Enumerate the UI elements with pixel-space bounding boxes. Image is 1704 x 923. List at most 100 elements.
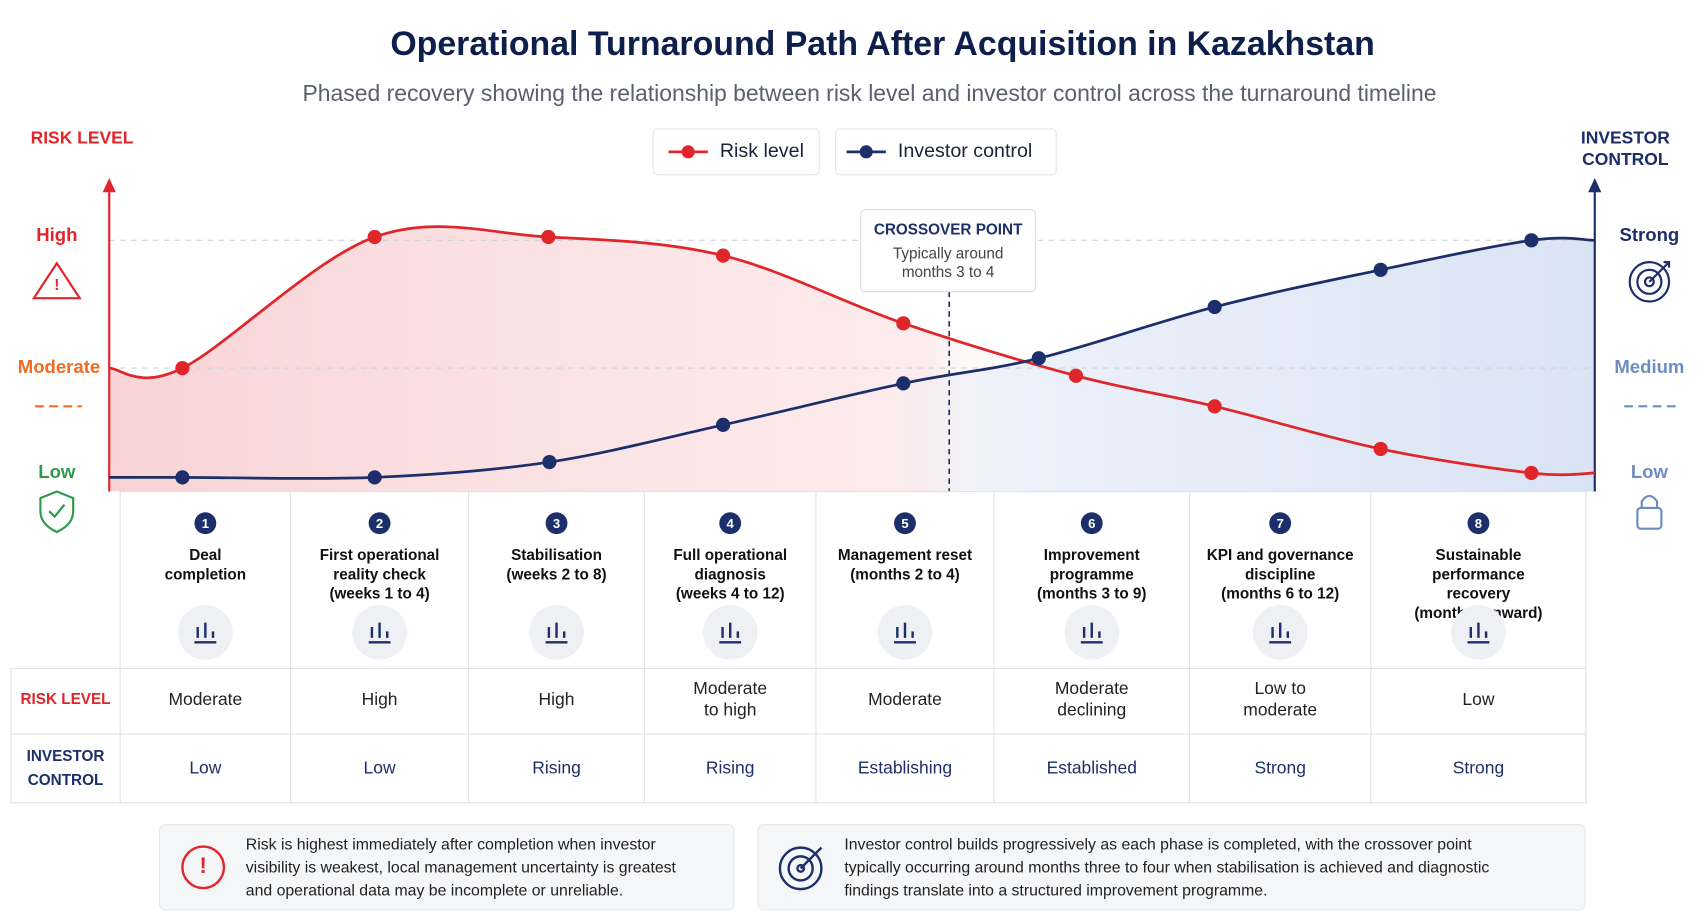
risk-point	[541, 229, 556, 245]
icon-glyph	[1269, 622, 1292, 644]
cell-text: Rising	[706, 758, 755, 778]
shield-icon	[39, 490, 75, 534]
points	[175, 229, 1539, 485]
phase-title: Deal	[189, 547, 221, 564]
phase-title: KPI and governance	[1207, 547, 1354, 564]
phase-title: Stabilisation	[511, 547, 602, 564]
note-text: Risk is highest immediately after comple…	[246, 837, 657, 854]
axis-label: High	[36, 224, 77, 245]
note-text: Investor control builds progressively as…	[844, 837, 1472, 854]
cell-text: Low	[364, 758, 396, 778]
control-point	[1031, 351, 1046, 366]
axis-label: Low	[38, 461, 76, 482]
icon-glyph: !	[54, 277, 59, 294]
cell-text: Established	[1047, 758, 1137, 778]
callout-text: Typically around	[893, 246, 1003, 263]
phase-badge	[1269, 512, 1292, 535]
phase-badge	[368, 512, 391, 535]
icon-glyph	[1080, 622, 1103, 644]
phase-title: programme	[1050, 566, 1134, 583]
legend-label: Risk level	[720, 140, 804, 162]
phase-badge	[1080, 512, 1103, 535]
axis-label: Low	[1631, 461, 1669, 482]
cell-text: High	[539, 689, 575, 709]
note-text: visibility is weakest, local management …	[246, 860, 677, 877]
risk-point	[716, 248, 731, 263]
icon-glyph	[194, 622, 217, 644]
axis-label: Medium	[1614, 356, 1684, 377]
cell-text: Establishing	[858, 758, 952, 778]
phase-title: diagnosis	[695, 566, 766, 583]
phase-badge	[894, 512, 916, 535]
axis-title: INVESTOR	[1581, 127, 1670, 147]
phase-title: First operational	[320, 547, 440, 564]
axis-title: CONTROL	[1582, 149, 1669, 169]
control-point	[716, 417, 731, 433]
table-frame	[10, 667, 1587, 804]
risk-point	[1524, 465, 1539, 481]
phase-title: reality check	[333, 566, 426, 583]
arrow	[1588, 178, 1602, 193]
chart	[102, 178, 1602, 492]
phase-number: 2	[376, 516, 383, 531]
control-point	[175, 470, 190, 485]
cell-text: Moderate	[693, 678, 767, 698]
table: RISK LEVEL INVESTOR CONTROL 1 Deal completion…	[10, 490, 1587, 804]
axis-label: Moderate	[18, 356, 100, 377]
note-text: and operational data may be incomplete o…	[246, 883, 623, 900]
control-point	[1207, 299, 1222, 315]
cell-text: moderate	[1243, 700, 1317, 720]
legend-label: Investor control	[898, 140, 1032, 162]
risk-point	[1207, 399, 1222, 414]
cell-text: Strong	[1254, 758, 1305, 778]
control-point	[896, 376, 911, 391]
legend-box	[835, 128, 1057, 176]
callout-title: CROSSOVER POINT	[874, 222, 1023, 239]
risk-point	[175, 361, 190, 376]
notes: ! Risk is highest immediately after comp…	[158, 824, 1586, 911]
lock-icon	[1636, 494, 1663, 530]
phase-number: 6	[1088, 516, 1095, 531]
phase-badge	[545, 512, 568, 535]
phase-badge	[1467, 512, 1490, 535]
control-area	[109, 238, 1595, 492]
cell-text: Low	[1462, 689, 1494, 709]
phase-title: discipline	[1245, 566, 1315, 583]
note-text: typically occurring around months three …	[844, 860, 1489, 877]
cell-text: RISK LEVEL	[21, 691, 111, 708]
svg-text:!: !	[200, 853, 207, 878]
cell-text: Strong	[1453, 758, 1504, 778]
phase-title: completion	[165, 566, 247, 583]
phase-title: Improvement	[1044, 547, 1140, 564]
icon-glyph	[368, 622, 391, 644]
cell-text: Moderate	[168, 689, 242, 709]
warning-icon	[31, 261, 82, 300]
title: Operational Turnaround Path After Acquis…	[390, 25, 1375, 63]
icon-glyph	[1467, 622, 1490, 644]
phase-title: Sustainable	[1436, 547, 1522, 564]
cell-text: Low to	[1254, 678, 1305, 698]
phase-title: (weeks 4 to 12)	[676, 586, 785, 603]
cell-text: Low	[189, 758, 221, 778]
cell-text: CONTROL	[28, 772, 104, 789]
cell-text: High	[362, 689, 398, 709]
axis-title: RISK LEVEL	[31, 127, 134, 147]
subtitle: Phased recovery showing the relationship…	[302, 80, 1436, 106]
note-text: findings translate into a structured imp…	[844, 883, 1267, 900]
phase-title: performance	[1432, 566, 1525, 583]
phase-number: 5	[901, 516, 908, 531]
risk-point	[1068, 368, 1084, 383]
risk-point	[1373, 441, 1388, 457]
phase-title: Management reset	[838, 547, 972, 564]
phase-title: (weeks 2 to 8)	[506, 566, 606, 583]
control-point	[367, 470, 382, 485]
risk-point	[896, 316, 911, 331]
arrow	[102, 178, 116, 193]
phase-title: (months 6 to 12)	[1221, 586, 1339, 603]
icon-glyph	[545, 622, 568, 644]
icon-glyph	[719, 622, 742, 644]
cell-text: Rising	[532, 758, 581, 778]
cell-text: to high	[704, 700, 756, 720]
control-point	[542, 454, 557, 470]
